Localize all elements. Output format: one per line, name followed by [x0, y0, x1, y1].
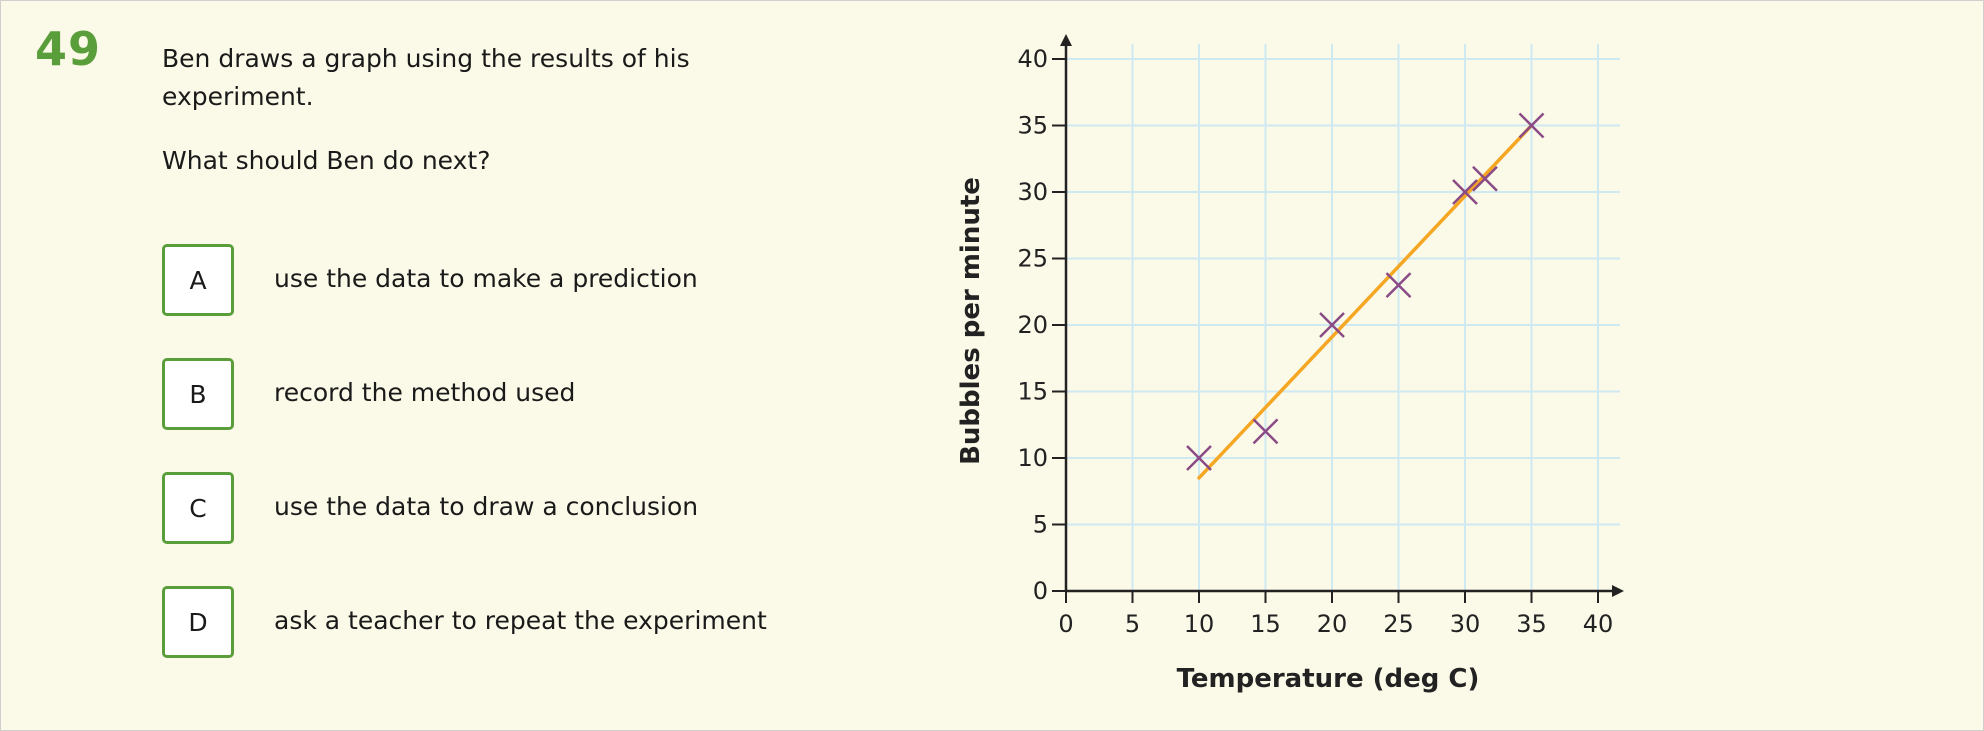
- data-point: [1385, 272, 1412, 298]
- x-tick-label: 40: [1583, 610, 1614, 638]
- option-d-letter-box[interactable]: D: [162, 586, 234, 658]
- x-axis-title: Temperature (deg C): [1177, 664, 1480, 694]
- data-point: [1186, 445, 1212, 471]
- y-axis-arrow-icon: [1060, 34, 1072, 46]
- x-tick-label: 30: [1450, 610, 1481, 638]
- y-tick-label: 5: [1033, 511, 1048, 539]
- option-d-text: ask a teacher to repeat the experiment: [274, 606, 767, 635]
- y-tick-label: 25: [1017, 245, 1048, 273]
- y-tick-label: 40: [1017, 45, 1048, 73]
- data-point: [1252, 418, 1279, 445]
- option-c-letter-box[interactable]: C: [162, 472, 234, 544]
- x-tick-label: 20: [1317, 610, 1348, 638]
- data-point: [1319, 312, 1345, 338]
- x-tick-label: 25: [1383, 610, 1414, 638]
- option-b[interactable]: B record the method used: [162, 358, 862, 432]
- y-tick-label: 15: [1017, 378, 1048, 406]
- y-axis-title: Bubbles per minute: [956, 177, 986, 465]
- option-a[interactable]: A use the data to make a prediction: [162, 244, 862, 318]
- option-b-letter-box[interactable]: B: [162, 358, 234, 430]
- x-tick-label: 10: [1184, 610, 1215, 638]
- y-tick-label: 30: [1017, 178, 1048, 206]
- question-prompt: What should Ben do next?: [162, 146, 491, 175]
- option-d[interactable]: D ask a teacher to repeat the experiment: [162, 586, 862, 660]
- x-axis-arrow-icon: [1612, 585, 1624, 597]
- data-point: [1518, 112, 1545, 139]
- x-tick-label: 35: [1516, 610, 1547, 638]
- y-tick-label: 0: [1033, 577, 1048, 605]
- y-tick-label: 35: [1017, 112, 1048, 140]
- data-point: [1452, 179, 1478, 205]
- option-a-text: use the data to make a prediction: [274, 264, 698, 293]
- data-point: [1472, 165, 1498, 192]
- x-tick-label: 15: [1250, 610, 1281, 638]
- option-b-text: record the method used: [274, 378, 576, 407]
- option-c[interactable]: C use the data to draw a conclusion: [162, 472, 862, 546]
- question-number: 49: [35, 22, 102, 76]
- trend-line: [1197, 123, 1534, 480]
- y-tick-label: 20: [1017, 311, 1048, 339]
- option-a-letter-box[interactable]: A: [162, 244, 234, 316]
- x-tick-label: 5: [1125, 610, 1140, 638]
- question-stem: Ben draws a graph using the results of h…: [162, 44, 690, 111]
- y-tick-label: 10: [1017, 444, 1048, 472]
- option-c-text: use the data to draw a conclusion: [274, 492, 699, 521]
- x-tick-label: 0: [1058, 610, 1073, 638]
